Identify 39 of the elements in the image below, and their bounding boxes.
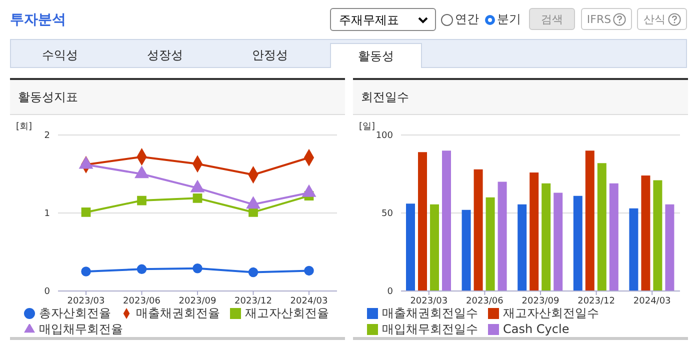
legend-label: 매입채무회전율 [39,322,123,336]
legend-label: 매출채권회전율 [136,306,220,320]
x-tick-label: 2024/03 [633,296,671,306]
y-axis-title: [회] [16,121,32,133]
legend-label: Cash Cycle [503,322,570,336]
y-tick-label: 0 [44,287,50,298]
y-axis-title: [일] [359,121,376,133]
x-tick-label: 2023/09 [178,296,216,306]
legend-label: 매입채무회전일수 [382,322,478,336]
text: 수익성 [41,47,79,64]
chart-title: 회전일수 [353,80,688,115]
y-tick-label: 1 [44,209,50,220]
x-tick-label: 2023/09 [522,296,560,306]
text: 활동성 [330,43,422,68]
text: 주재무제표 [330,8,436,31]
text: 검색 [529,8,575,30]
chart-title: 활동성지표 [10,80,345,115]
x-tick-label: 2023/12 [578,296,615,306]
legend-label: 재고자산회전일수 [503,306,599,320]
x-tick-label: 2023/03 [410,296,448,306]
legend-label: 총자산회전율 [39,306,111,320]
legend-label: 매출채권회전일수 [382,306,478,320]
text: 연간 [455,12,479,26]
x-tick-label: 2023/12 [234,296,272,306]
x-tick-label: 2023/06 [466,296,504,306]
text: 분기 [497,12,521,26]
y-tick-label: 2 [44,131,50,142]
y-tick-label: 0 [387,287,394,298]
x-tick-label: 2023/06 [123,296,161,306]
text: IFRS [581,8,632,30]
x-tick-label: 2024/03 [290,296,328,306]
text: 성장성 [146,47,184,64]
x-tick-label: 2023/03 [67,296,105,306]
y-tick-label: 50 [382,209,394,220]
text: 투자분석 [10,11,66,29]
legend-label: 재고자산회전율 [245,306,329,320]
y-tick-label: 100 [376,131,394,142]
text: 안정성 [251,47,289,64]
text: 산식 [637,8,687,30]
